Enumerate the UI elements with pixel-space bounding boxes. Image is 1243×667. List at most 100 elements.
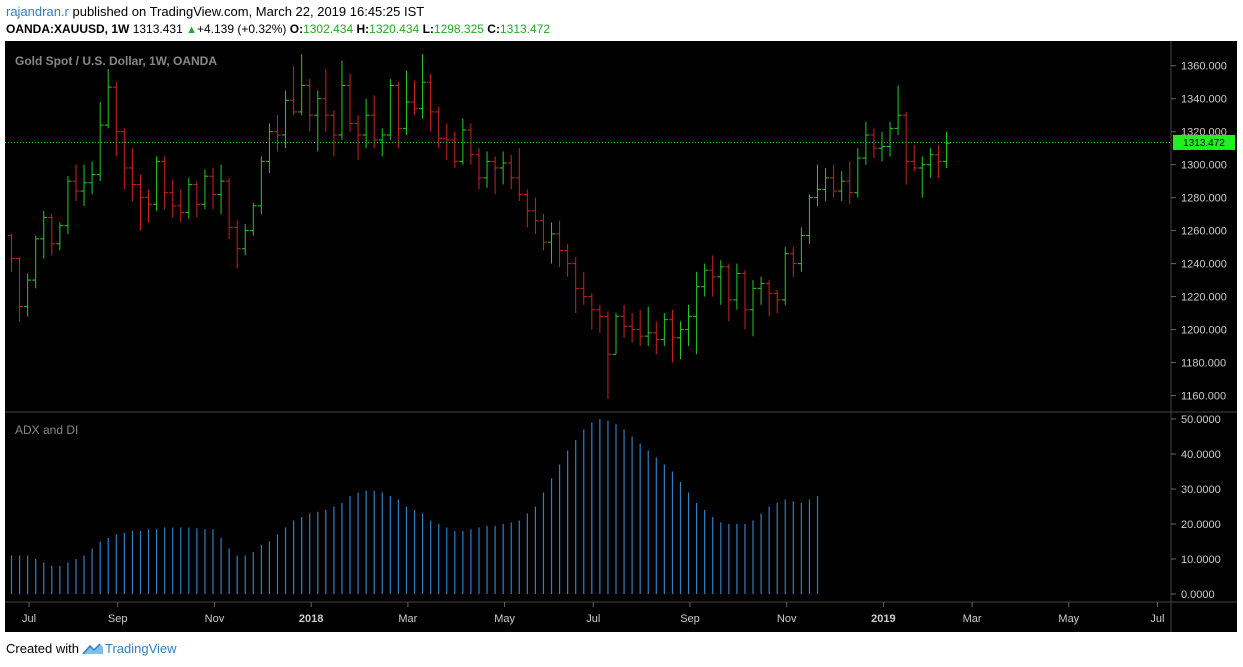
ohlc-bar (233, 220, 241, 269)
ohlc-bar (257, 156, 265, 215)
ohlc-bar (193, 181, 201, 218)
footer: Created with TradingView (6, 641, 177, 658)
ohlc-bar (88, 161, 96, 195)
price-tick-label: 1280.000 (1181, 193, 1227, 205)
ohlc-bar (757, 276, 765, 305)
ohlc-bar (612, 313, 620, 355)
ohlc-series (8, 54, 950, 399)
ohlc-bar (475, 148, 483, 190)
adx-histogram (10, 419, 819, 594)
ohlc-bar (620, 304, 628, 338)
ohlc-bar (652, 321, 660, 355)
ohlc-bar (749, 280, 757, 337)
ohlc-bar (209, 167, 217, 210)
publisher-line: rajandran.r published on TradingView.com… (6, 4, 424, 19)
ohlc-bar (934, 144, 942, 178)
ohlc-bar (588, 293, 596, 330)
ohlc-bar (781, 247, 789, 305)
chart-panel[interactable]: Gold Spot / U.S. Dollar, 1W, OANDA ADX a… (5, 41, 1237, 632)
ohlc-bar (298, 54, 306, 116)
ohlc-bar (241, 224, 249, 256)
ohlc-bar (515, 148, 523, 201)
ohlc-bar (225, 177, 233, 239)
ohlc-bar (886, 121, 894, 157)
last-price-marker (1173, 134, 1235, 150)
up-arrow-icon: ▲ (186, 24, 197, 36)
ohlc-bar (40, 210, 48, 259)
ohlc-bar (491, 156, 499, 195)
time-tick-label: Jul (586, 613, 600, 625)
ohlc-bar (894, 85, 902, 135)
adx-pane-title: ADX and DI (15, 423, 78, 437)
ohlc-bar (862, 121, 870, 165)
tradingview-brand-link[interactable]: TradingView (104, 641, 177, 656)
ohlc-bar (467, 123, 475, 165)
time-tick-label: Nov (777, 613, 797, 625)
symbol-label: OANDA:XAUUSD, 1W (6, 22, 130, 36)
ohlc-bar (249, 202, 257, 236)
ohlc-bar (386, 78, 394, 140)
ohlc-bar (942, 131, 950, 168)
ohlc-bar (32, 235, 40, 289)
created-with-text: Created with (6, 641, 79, 656)
time-tick-label: Jul (1150, 613, 1164, 625)
ohlc-bar (443, 123, 451, 160)
time-tick-label: 2018 (299, 613, 323, 625)
ohlc-bar (902, 111, 910, 185)
ohlc-bar (685, 304, 693, 347)
price-tick-label: 1200.000 (1181, 325, 1227, 337)
ohlc-bar (846, 161, 854, 205)
ohlc-bar (402, 70, 410, 135)
ohlc-bar (338, 60, 346, 140)
ohlc-bar (64, 176, 72, 234)
ohlc-bar (531, 197, 539, 234)
ohlc-bar (636, 309, 644, 347)
time-tick-label: 2019 (871, 613, 895, 625)
adx-tick-label: 20.0000 (1181, 519, 1221, 531)
ohlc-bar (185, 177, 193, 220)
ohlc-bar (507, 154, 515, 190)
price-tick-label: 1360.000 (1181, 61, 1227, 73)
adx-axis: 50.0000 40.0000 30.0000 20.0000 10.0000 0.000… (1171, 414, 1221, 601)
ohlc-bar (346, 73, 354, 132)
ohlc-bar (596, 304, 604, 333)
publisher-username[interactable]: rajandran.r (6, 4, 69, 19)
ohlc-bar (644, 306, 652, 347)
ohlc-bar (136, 174, 144, 231)
time-tick-label: May (494, 613, 515, 625)
ohlc-bar (217, 164, 225, 215)
ohlc-bar (8, 233, 15, 272)
adx-tick-label: 10.0000 (1181, 554, 1221, 566)
ohlc-bar (330, 110, 338, 157)
low-label: L: (422, 22, 434, 36)
chart-canvas[interactable]: Gold Spot / U.S. Dollar, 1W, OANDA ADX a… (5, 41, 1237, 632)
ohlc-bar (838, 171, 846, 201)
ohlc-bar (370, 95, 378, 149)
ohlc-bar (523, 189, 531, 228)
ohlc-bar (394, 82, 402, 149)
main-chart-title: Gold Spot / U.S. Dollar, 1W, OANDA (15, 54, 217, 68)
ohlc-bar (483, 151, 491, 188)
ohlc-bar (830, 164, 838, 198)
ohlc-bar (120, 128, 128, 190)
ohlc-bar (693, 271, 701, 355)
ohlc-bar (548, 222, 556, 264)
ohlc-bar (822, 167, 830, 201)
ohlc-bar (709, 255, 717, 297)
ohlc-bar (56, 222, 64, 251)
price-tick-label: 1160.000 (1181, 391, 1226, 403)
ohlc-bar (104, 69, 112, 129)
published-text: published on TradingView.com, March 22, … (68, 4, 425, 19)
price-change: +4.139 (+0.32%) (196, 22, 287, 36)
ohlc-bar (322, 69, 330, 132)
ohlc-bar (676, 321, 684, 360)
ohlc-bar (773, 289, 781, 314)
ohlc-bar (153, 156, 161, 211)
ohlc-bar (112, 82, 120, 157)
ohlc-bar (854, 148, 862, 198)
ohlc-bar (660, 313, 668, 347)
tradingview-logo-icon[interactable] (82, 642, 104, 658)
time-tick-label: Sep (108, 613, 128, 625)
close-value: 1313.472 (499, 22, 551, 36)
adx-tick-label: 40.0000 (1181, 449, 1221, 461)
